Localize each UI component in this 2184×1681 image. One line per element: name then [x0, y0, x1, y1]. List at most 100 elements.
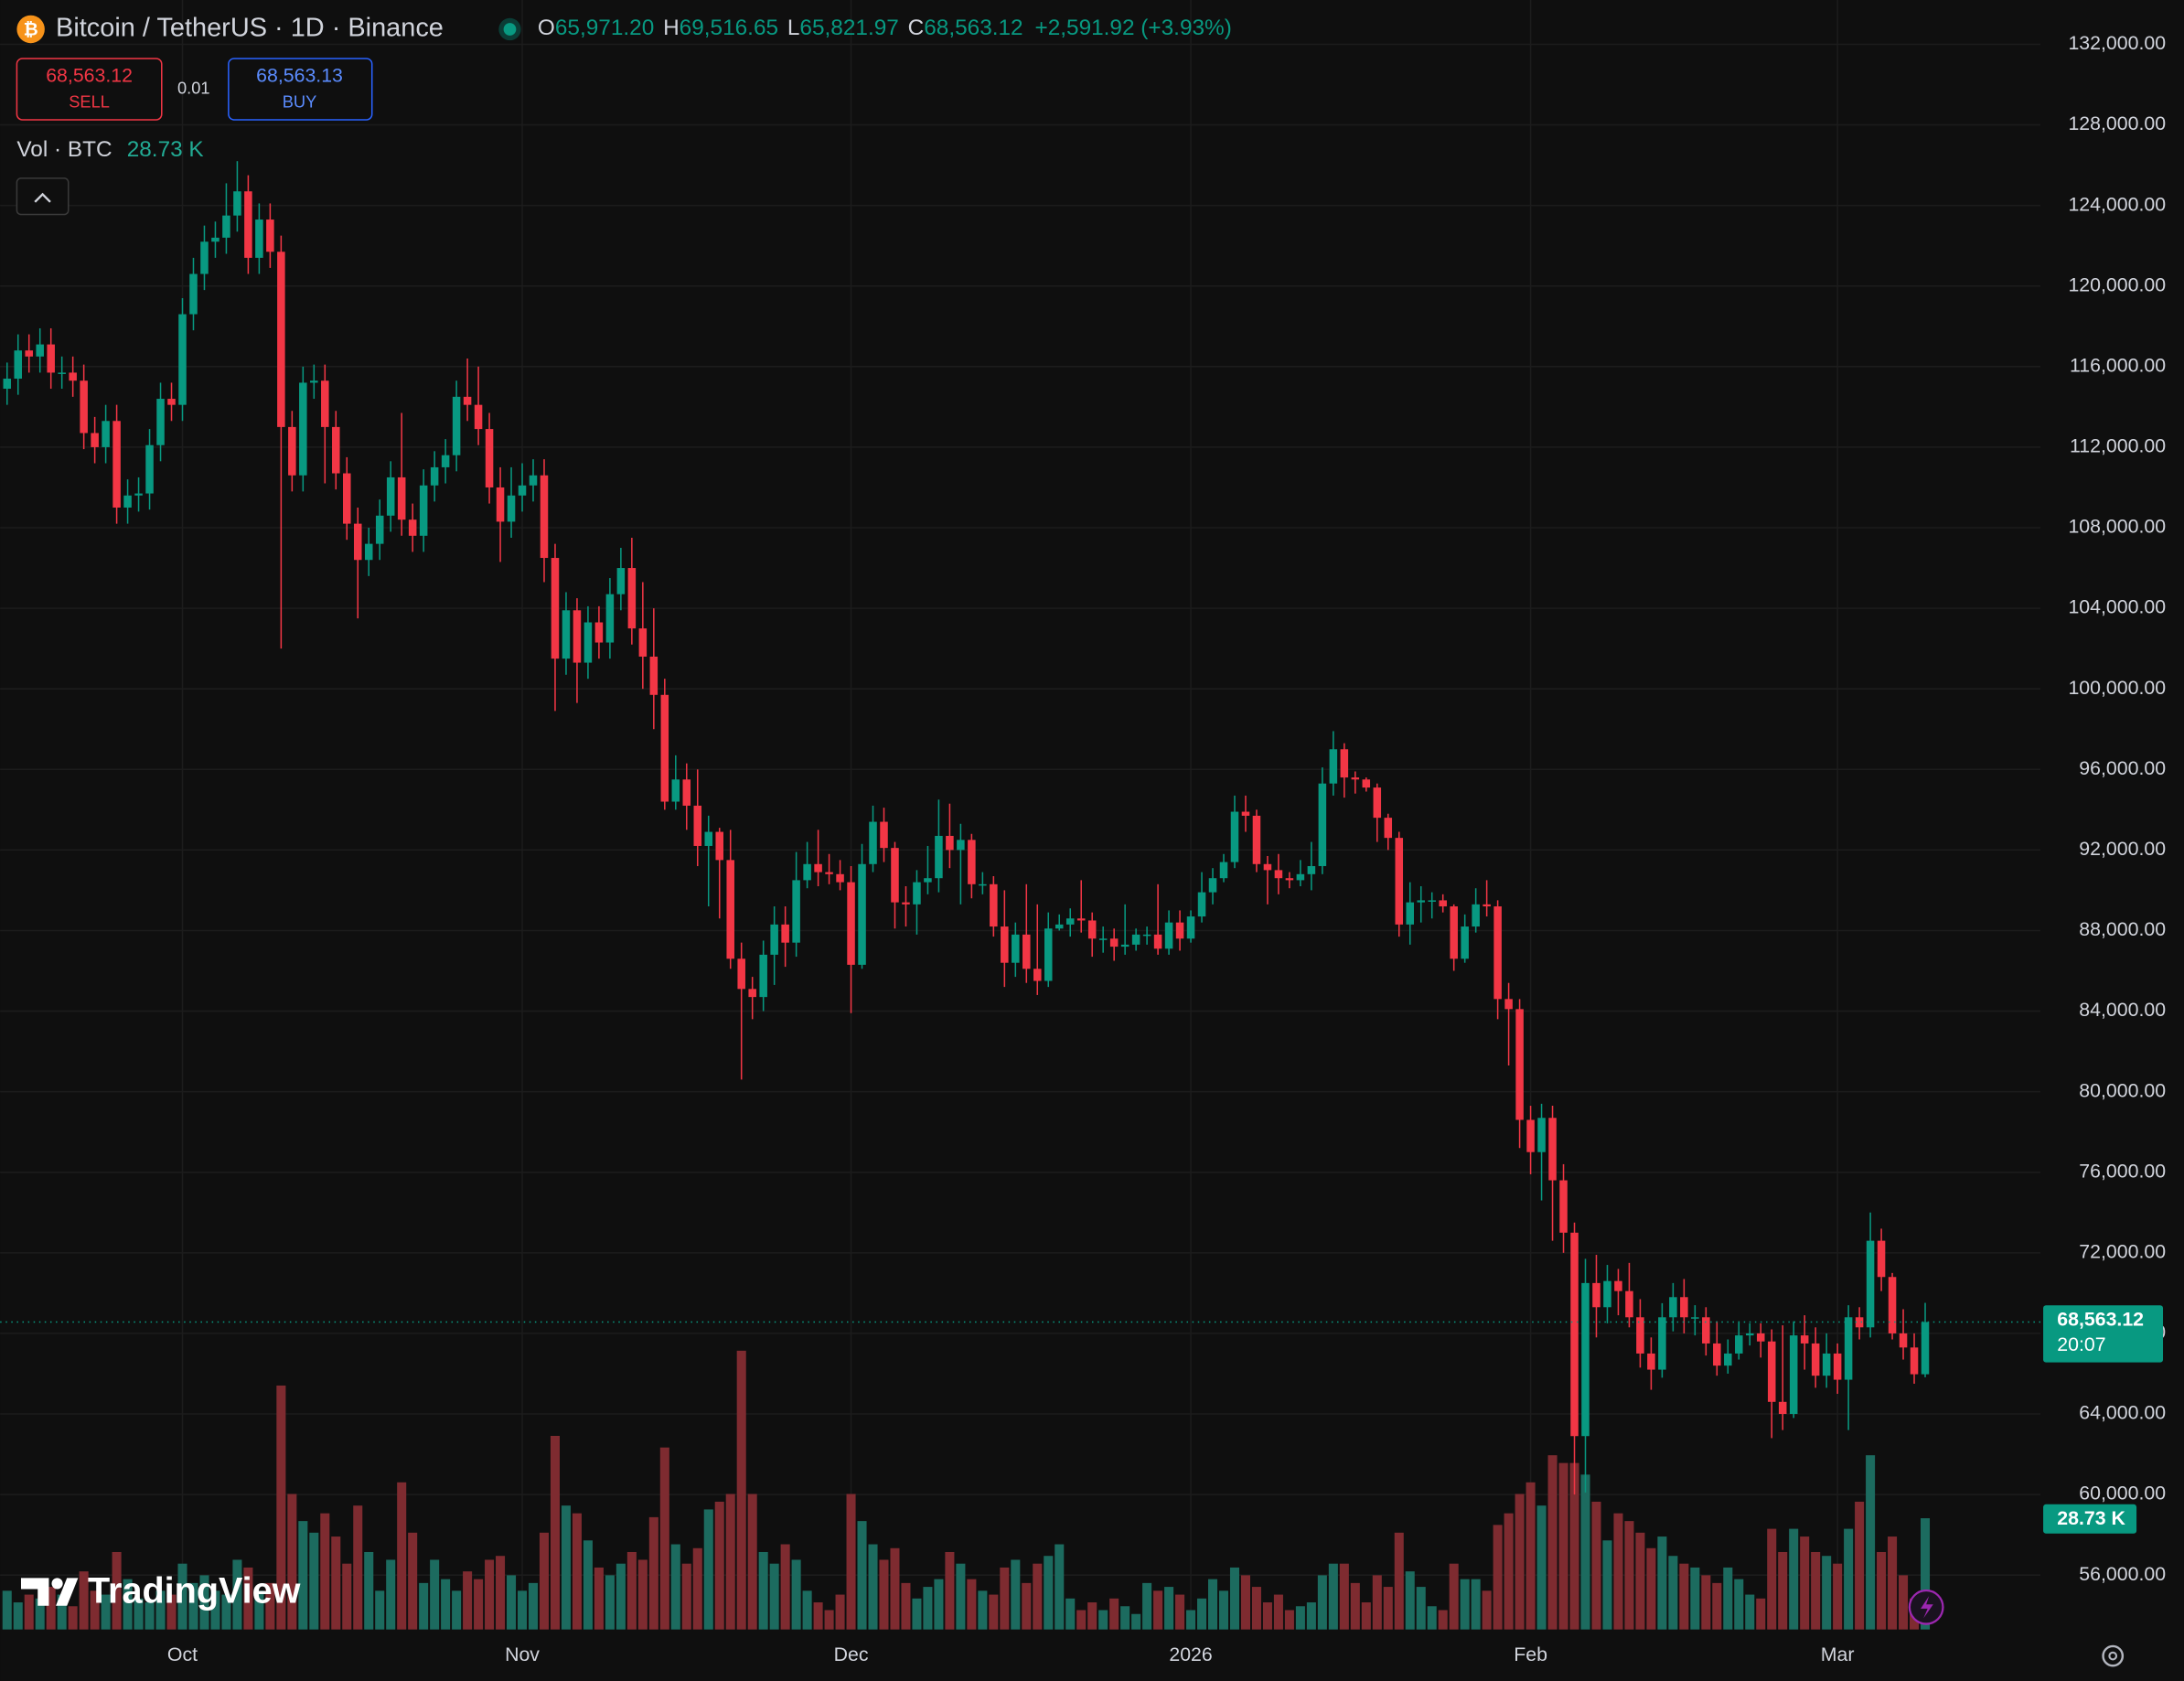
- volume-bar: [134, 1598, 144, 1630]
- volume-bar: [1800, 1536, 1810, 1630]
- volume-bar: [1131, 1613, 1141, 1630]
- candle-body: [704, 831, 713, 846]
- collapse-button[interactable]: [16, 177, 70, 216]
- coin-glyph: ₿: [24, 20, 38, 40]
- volume-bar: [583, 1540, 593, 1630]
- high-value: 69,516.65: [680, 16, 778, 40]
- volume-bar: [24, 1594, 34, 1630]
- volume-bar: [1580, 1474, 1590, 1630]
- candle-body: [803, 863, 811, 881]
- candle-body: [145, 444, 154, 494]
- candle-body: [1833, 1353, 1842, 1380]
- candle-body: [1724, 1353, 1732, 1366]
- candle-body: [1307, 865, 1316, 874]
- volume-bar: [1076, 1610, 1087, 1630]
- volume-bar: [1723, 1567, 1733, 1630]
- volume-bar: [1493, 1525, 1503, 1630]
- symbol[interactable]: Bitcoin / TetherUS · 1D · Binance: [56, 14, 444, 43]
- logo-dot: [51, 1578, 63, 1590]
- candle-body: [1822, 1353, 1831, 1376]
- volume-bar: [879, 1559, 889, 1630]
- candle-body: [211, 237, 219, 242]
- volume-bar: [923, 1587, 933, 1630]
- volume-bar: [561, 1505, 571, 1630]
- volume-bar: [736, 1350, 746, 1630]
- candle-body: [858, 863, 866, 965]
- candle-body: [1329, 749, 1338, 784]
- volume-bar: [1855, 1501, 1865, 1630]
- candle-body: [474, 404, 483, 430]
- volume-bar: [517, 1590, 528, 1630]
- candle-body: [123, 495, 132, 508]
- volume-bar: [945, 1551, 955, 1630]
- close-value: 68,563.12: [924, 16, 1022, 40]
- volume-bar: [1065, 1598, 1076, 1630]
- candle-body: [1417, 900, 1425, 903]
- volume-bar: [419, 1582, 429, 1630]
- candle-body: [660, 694, 669, 802]
- candle-body: [1175, 922, 1184, 939]
- settings-button[interactable]: [2102, 1644, 2125, 1667]
- candle-body: [792, 880, 800, 943]
- candle-body: [1274, 870, 1283, 879]
- volume-bar: [780, 1544, 790, 1630]
- candle-body: [1406, 902, 1415, 925]
- volume-bar: [1109, 1598, 1119, 1630]
- candle-body: [1044, 928, 1053, 981]
- volume-bar: [648, 1516, 658, 1630]
- candle-body: [1778, 1401, 1787, 1415]
- candle-body: [562, 610, 571, 659]
- buy-button[interactable]: [228, 58, 373, 121]
- volume-bar: [90, 1590, 100, 1630]
- volume-bar: [967, 1579, 977, 1630]
- sell-button[interactable]: [16, 58, 163, 121]
- volume-bar: [1427, 1606, 1437, 1630]
- candle-body: [682, 779, 691, 806]
- candle-body: [14, 350, 22, 380]
- candle-body: [343, 473, 351, 524]
- volume-bar: [221, 1594, 231, 1630]
- candle-body: [946, 835, 954, 851]
- candle-body: [1625, 1290, 1633, 1318]
- volume-bar: [725, 1494, 735, 1630]
- candle-body: [1439, 900, 1447, 907]
- candle-body: [1219, 862, 1228, 879]
- high-key: H: [663, 16, 680, 40]
- candle-body: [715, 831, 723, 861]
- volume-bar: [287, 1494, 297, 1630]
- candle-body: [485, 429, 494, 487]
- candle-body: [1614, 1280, 1622, 1291]
- candle-body: [1362, 779, 1371, 788]
- y-tick-label: 56,000.00: [2079, 1563, 2166, 1585]
- candle-body: [1745, 1333, 1754, 1336]
- volume-bar: [1175, 1594, 1185, 1630]
- status-dot: [503, 23, 517, 36]
- candle-body: [1241, 811, 1250, 816]
- candle-body: [737, 958, 745, 990]
- volume-bar: [528, 1582, 539, 1630]
- volume-bar: [659, 1447, 669, 1630]
- candle-body: [25, 350, 33, 357]
- candle-body: [222, 215, 230, 238]
- volume-bar: [1449, 1563, 1459, 1630]
- candle-body: [364, 543, 373, 561]
- volume-bar: [1646, 1547, 1656, 1630]
- candle-body: [1055, 924, 1064, 929]
- volume-bar: [1251, 1587, 1261, 1630]
- volume-bar: [1690, 1567, 1700, 1630]
- volume-bar: [1866, 1455, 1876, 1630]
- candle-body: [1702, 1317, 1710, 1344]
- volume-bar: [1712, 1582, 1722, 1630]
- ohlc-legend: O65,971.20 H69,516.65 L65,821.97 C68,563…: [538, 16, 1232, 40]
- candle-body: [1197, 892, 1206, 917]
- candle-body: [891, 848, 899, 903]
- candle-body: [386, 476, 395, 516]
- candle-body: [781, 924, 789, 943]
- candle-body: [397, 476, 406, 520]
- volume-bar: [1317, 1575, 1327, 1630]
- volume-bar: [112, 1551, 122, 1630]
- volume-bar: [199, 1575, 209, 1630]
- candle-body: [178, 314, 187, 405]
- candle-body: [814, 863, 822, 873]
- candle-body: [277, 252, 285, 427]
